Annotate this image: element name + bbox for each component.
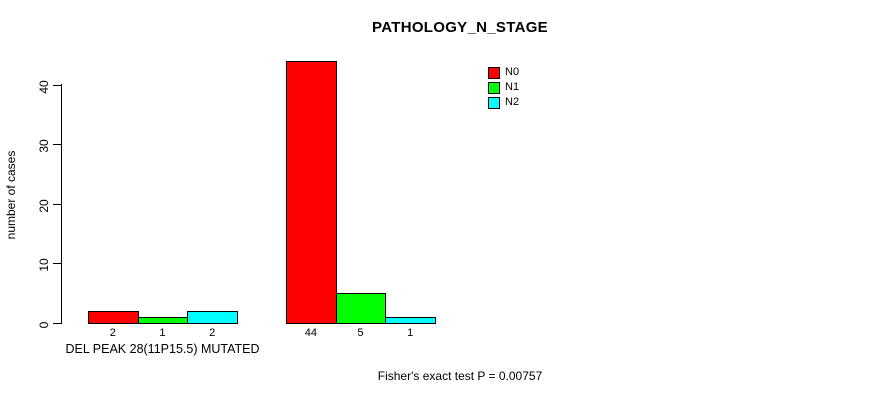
legend-swatch-n0 xyxy=(488,66,500,79)
bar-n1-group2 xyxy=(335,293,387,324)
bar-n0-group2 xyxy=(286,60,337,324)
y-axis-tick-label-text: 40 xyxy=(37,79,51,94)
y-axis-tick xyxy=(53,203,61,205)
legend-item-n0: N0 xyxy=(488,65,519,80)
bar-value-label: 2 xyxy=(109,327,116,339)
y-axis-tick xyxy=(53,144,61,146)
legend-item-n2: N2 xyxy=(488,95,519,110)
y-axis-label-text: number of cases xyxy=(4,150,18,240)
y-axis-tick xyxy=(53,84,61,86)
y-axis-tick xyxy=(53,263,61,265)
y-axis-tick-label-text: 30 xyxy=(37,139,51,153)
legend-item-n1: N1 xyxy=(488,80,519,95)
bar-value-label: 44 xyxy=(304,327,317,339)
y-axis-tick-label-text: 0 xyxy=(37,321,51,329)
bar-n2-group2 xyxy=(385,317,436,324)
chart-title: PATHOLOGY_N_STAGE xyxy=(372,19,548,36)
y-axis-line xyxy=(61,84,62,324)
bar-n0-group1 xyxy=(88,311,139,324)
fisher-test-annotation: Fisher's exact test P = 0.00757 xyxy=(377,369,543,383)
legend-label-n2: N2 xyxy=(505,96,520,108)
y-axis-tick-label-text: 20 xyxy=(37,199,51,213)
legend-label-n0: N0 xyxy=(505,66,520,78)
bar-n2-group1 xyxy=(187,311,238,324)
bar-value-label: 5 xyxy=(357,327,364,339)
legend-label-n1: N1 xyxy=(505,81,520,93)
y-axis-tick-label-text: 10 xyxy=(37,258,51,273)
legend-swatch-n2 xyxy=(488,96,500,109)
bar-value-label: 1 xyxy=(407,327,414,339)
bar-value-label: 1 xyxy=(159,327,166,339)
bar-n1-group1 xyxy=(137,317,189,324)
category-label: DEL PEAK 28(11P15.5) MUTATED xyxy=(65,342,260,356)
legend-swatch-n1 xyxy=(488,81,500,94)
bar-value-label: 2 xyxy=(209,327,216,339)
y-axis-tick xyxy=(53,323,61,324)
legend: N0 N1 N2 xyxy=(488,65,519,110)
